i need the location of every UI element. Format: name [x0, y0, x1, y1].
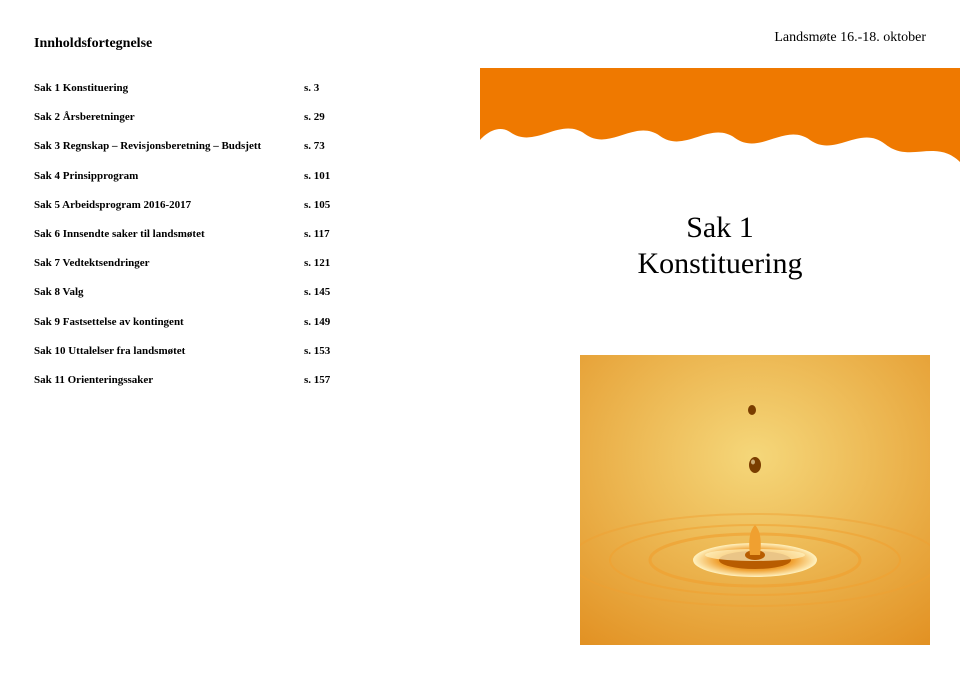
toc-row: Sak 10 Uttalelser fra landsmøtet s. 153	[34, 345, 446, 358]
toc-label: Sak 4 Prinsipprogram	[34, 170, 304, 183]
toc-row: Sak 11 Orienteringssaker s. 157	[34, 374, 446, 387]
section-title-line1: Sak 1	[686, 211, 754, 244]
banner-shape	[480, 68, 960, 168]
toc-page: s. 105	[304, 199, 330, 212]
toc-row: Sak 8 Valg s. 145	[34, 286, 446, 299]
toc-row: Sak 1 Konstituering s. 3	[34, 82, 446, 95]
left-page: Innholdsfortegnelse Sak 1 Konstituering …	[0, 0, 480, 685]
toc-row: Sak 5 Arbeidsprogram 2016-2017 s. 105	[34, 199, 446, 212]
toc-page: s. 149	[304, 316, 330, 329]
toc-page: s. 101	[304, 170, 330, 183]
toc-label: Sak 6 Innsendte saker til landsmøtet	[34, 228, 304, 241]
toc-label: Sak 5 Arbeidsprogram 2016-2017	[34, 199, 304, 212]
toc-page: s. 117	[304, 228, 330, 241]
toc-label: Sak 11 Orienteringssaker	[34, 374, 304, 387]
toc-row: Sak 3 Regnskap – Revisjonsberetning – Bu…	[34, 140, 446, 153]
section-title-line2: Konstituering	[638, 247, 803, 280]
toc-page: s. 145	[304, 286, 330, 299]
toc-page: s. 121	[304, 257, 330, 270]
toc-page: s. 29	[304, 111, 325, 124]
toc-label: Sak 1 Konstituering	[34, 82, 304, 95]
toc-page: s. 73	[304, 140, 325, 153]
toc-list: Sak 1 Konstituering s. 3 Sak 2 Årsberetn…	[34, 82, 446, 387]
toc-label: Sak 7 Vedtektsendringer	[34, 257, 304, 270]
toc-label: Sak 2 Årsberetninger	[34, 111, 304, 124]
toc-label: Sak 8 Valg	[34, 286, 304, 299]
toc-label: Sak 3 Regnskap – Revisjonsberetning – Bu…	[34, 140, 304, 153]
toc-page: s. 153	[304, 345, 330, 358]
toc-page: s. 3	[304, 82, 319, 95]
toc-label: Sak 9 Fastsettelse av kontingent	[34, 316, 304, 329]
section-title: Sak 1 Konstituering	[480, 210, 960, 282]
water-drop-image	[580, 355, 930, 645]
toc-page: s. 157	[304, 374, 330, 387]
toc-label: Sak 10 Uttalelser fra landsmøtet	[34, 345, 304, 358]
toc-row: Sak 2 Årsberetninger s. 29	[34, 111, 446, 124]
toc-heading: Innholdsfortegnelse	[34, 36, 446, 52]
toc-row: Sak 6 Innsendte saker til landsmøtet s. …	[34, 228, 446, 241]
toc-row: Sak 9 Fastsettelse av kontingent s. 149	[34, 316, 446, 329]
page-header: Landsmøte 16.-18. oktober	[774, 30, 926, 46]
right-page: Landsmøte 16.-18. oktober Sak 1 Konstitu…	[480, 0, 960, 685]
toc-row: Sak 4 Prinsipprogram s. 101	[34, 170, 446, 183]
toc-row: Sak 7 Vedtektsendringer s. 121	[34, 257, 446, 270]
